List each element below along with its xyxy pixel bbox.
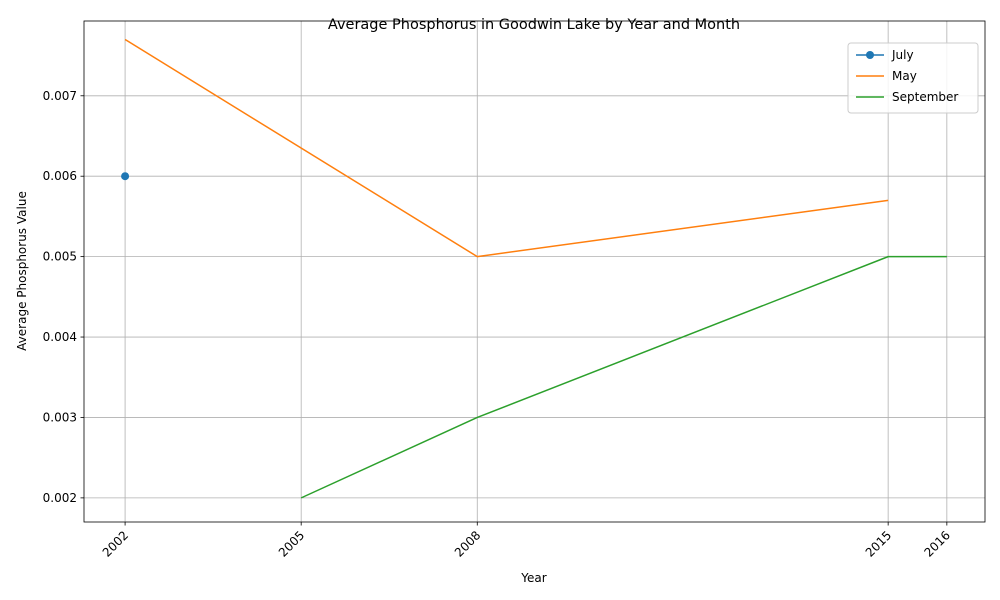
legend-label-september: September: [892, 90, 958, 104]
series-line-september: [300, 255, 947, 499]
plot-frame: [83, 20, 986, 523]
x-axis-label: Year: [520, 571, 546, 585]
y-tick-label: 0.002: [43, 491, 77, 505]
legend-box: [847, 42, 979, 114]
y-tick-label: 0.006: [43, 169, 77, 183]
y-tick-label: 0.003: [43, 410, 77, 424]
legend: July May September: [847, 42, 979, 114]
data-point-july: [121, 172, 130, 181]
plot-lines: [121, 38, 947, 499]
y-ticks: 0.002 0.003 0.004 0.005 0.006 0.007: [43, 89, 84, 505]
legend-label-may: May: [892, 69, 917, 83]
y-tick-label: 0.005: [43, 250, 77, 264]
grid: [84, 21, 985, 522]
y-tick-label: 0.007: [43, 89, 77, 103]
chart-title: Average Phosphorus in Goodwin Lake by Ye…: [328, 17, 740, 33]
y-tick-label: 0.004: [43, 330, 77, 344]
series-line-may: [124, 38, 889, 258]
legend-label-july: July: [891, 48, 914, 62]
legend-marker-july: [866, 51, 874, 59]
y-axis-label: Average Phosphorus Value: [15, 191, 29, 351]
